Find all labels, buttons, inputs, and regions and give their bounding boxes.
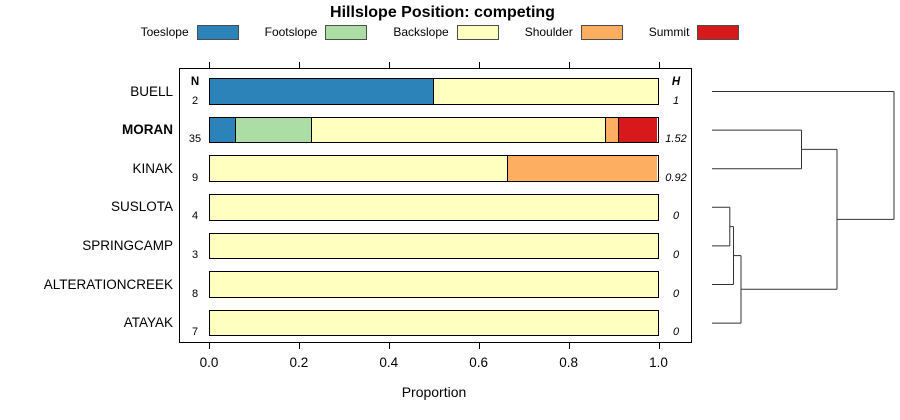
legend-label: Backslope — [393, 25, 449, 39]
bar-segment-summit — [619, 117, 658, 143]
n-value: 3 — [191, 248, 199, 261]
chart-title: Hillslope Position: competing — [330, 4, 555, 21]
axis-tick-label: 0.2 — [289, 355, 309, 370]
axis-tick-top — [209, 62, 210, 68]
axis-tick-bottom — [478, 343, 480, 349]
legend: Toeslope Footslope Backslope Shoulder Summit — [0, 24, 880, 40]
axis-tick-bottom — [568, 343, 570, 349]
bar-segment-backslope — [433, 79, 658, 104]
axis-tick-bottom — [209, 343, 210, 349]
h-value: 1.52 — [665, 133, 687, 146]
axis-tick-top — [658, 62, 660, 68]
n-value: 8 — [191, 287, 199, 300]
row-label-suslota: SUSLOTA — [110, 199, 173, 215]
legend-swatch-shoulder-icon — [580, 24, 623, 40]
h-value: 0 — [672, 326, 680, 339]
legend-entry-summit: Summit — [649, 24, 740, 40]
n-value: 9 — [191, 171, 199, 184]
bar-segment-toeslope — [210, 79, 434, 104]
n-value: 2 — [191, 94, 199, 107]
legend-entry-footslope: Footslope — [265, 24, 368, 40]
axis-tick-top — [298, 62, 300, 68]
bar-segment-shoulder — [606, 117, 620, 143]
axis-tick-bottom — [388, 343, 390, 349]
legend-swatch-summit-icon — [697, 24, 740, 40]
n-value: 4 — [191, 210, 199, 223]
bar-segment-backslope — [210, 272, 658, 297]
legend-entry-toeslope: Toeslope — [141, 24, 239, 40]
legend-entry-backslope: Backslope — [393, 24, 499, 40]
row-label-springcamp: SPRINGCAMP — [82, 237, 173, 253]
n-column-header: N — [190, 76, 200, 88]
legend-label: Shoulder — [524, 25, 573, 39]
legend-label: Summit — [648, 25, 690, 39]
axis-tick-label: 1.0 — [649, 355, 668, 370]
bar-segment-backslope — [210, 195, 658, 220]
bar-segment-footslope — [235, 117, 313, 143]
plot-frame — [179, 68, 692, 343]
h-value: 0 — [672, 210, 680, 223]
bar-segment-toeslope — [210, 117, 236, 143]
axis-tick-bottom — [658, 343, 660, 349]
bar-springcamp — [209, 232, 659, 260]
bar-atayak — [209, 309, 659, 337]
bar-segment-backslope — [210, 156, 509, 181]
axis-tick-top — [388, 62, 390, 68]
axis-tick-label: 0.0 — [199, 355, 219, 370]
row-label-alterationcreek: ALTERATIONCREEK — [43, 276, 173, 292]
h-value: 1 — [672, 94, 680, 107]
legend-entry-shoulder: Shoulder — [525, 24, 623, 40]
row-label-buell: BUELL — [130, 83, 173, 99]
bar-segment-backslope — [210, 310, 658, 336]
n-value: 35 — [188, 133, 202, 146]
h-value: 0 — [672, 248, 680, 261]
h-value: 0.92 — [665, 171, 687, 184]
legend-swatch-backslope-icon — [456, 24, 499, 40]
x-axis-title: Proportion — [401, 384, 467, 400]
bar-segment-shoulder — [508, 156, 658, 181]
row-label-kinak: KINAK — [132, 160, 173, 176]
h-column-header: H — [671, 76, 681, 88]
row-label-atayak: ATAYAK — [123, 315, 173, 331]
bar-buell — [209, 78, 659, 105]
axis-tick-label: 0.4 — [379, 355, 399, 370]
legend-swatch-footslope-icon — [325, 24, 368, 40]
bar-alterationcreek — [209, 271, 659, 298]
legend-label: Footslope — [264, 25, 318, 39]
axis-tick-bottom — [298, 343, 300, 349]
row-label-moran: MORAN — [122, 122, 173, 138]
legend-swatch-toeslope-icon — [196, 24, 239, 40]
axis-tick-label: 0.6 — [469, 355, 489, 370]
legend-label: Toeslope — [140, 25, 189, 39]
bar-segment-backslope — [210, 233, 658, 259]
n-value: 7 — [191, 326, 199, 339]
bar-segment-backslope — [312, 117, 607, 143]
bar-moran — [209, 116, 659, 144]
h-value: 0 — [672, 287, 680, 300]
axis-tick-top — [568, 62, 570, 68]
bar-kinak — [209, 155, 659, 182]
axis-tick-top — [478, 62, 480, 68]
axis-tick-label: 0.8 — [559, 355, 578, 370]
bar-suslota — [209, 194, 659, 221]
